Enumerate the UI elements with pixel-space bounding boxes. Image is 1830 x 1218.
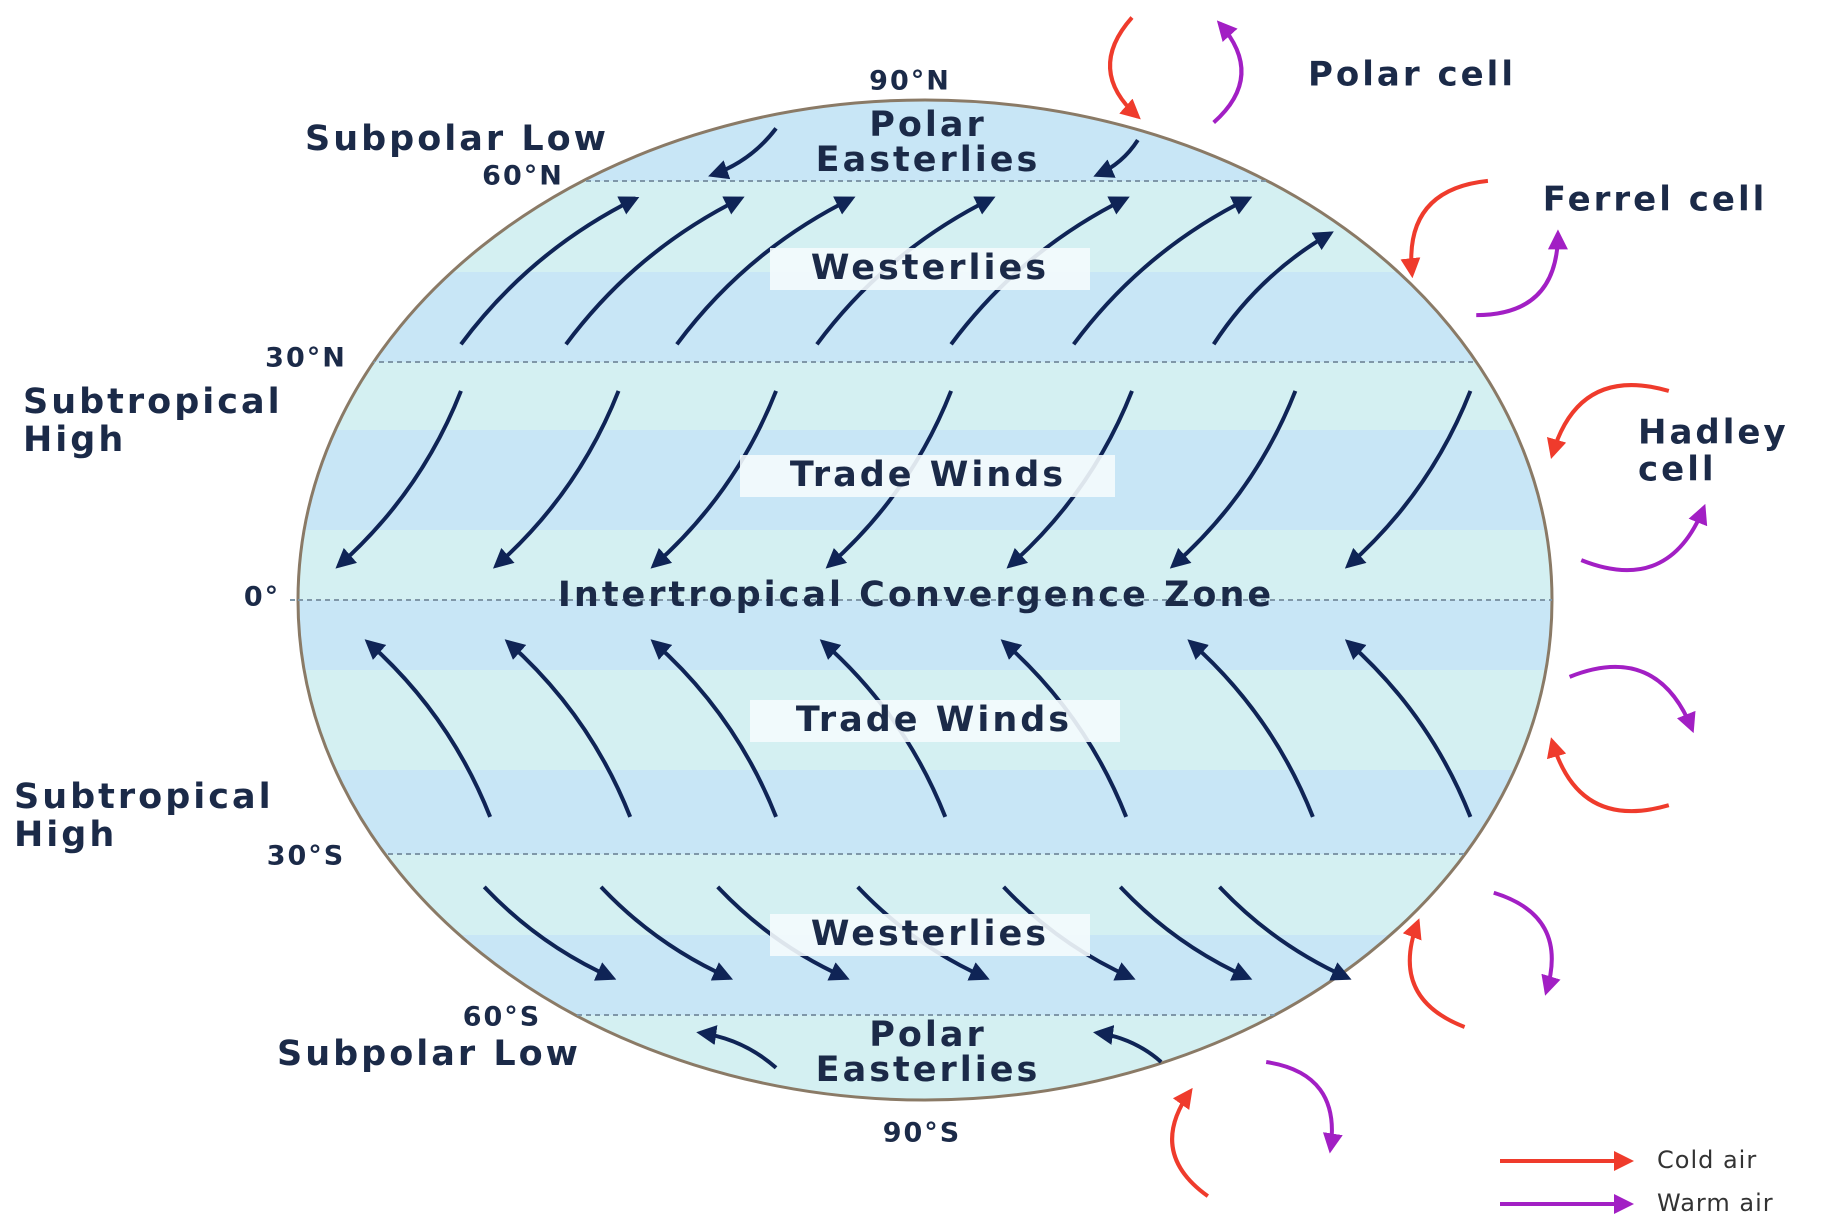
arrow xyxy=(1581,508,1704,571)
latitude-label: 90°S xyxy=(883,1118,962,1149)
cell-label: Ferrel cell xyxy=(1543,180,1768,220)
pressure-label: Subpolar Low xyxy=(277,1034,581,1074)
arrow xyxy=(1570,667,1693,730)
band xyxy=(290,770,1560,854)
arrow xyxy=(1494,893,1552,992)
latitude-label: 90°N xyxy=(869,66,951,97)
cell-label: Polar cell xyxy=(1308,55,1516,95)
latitude-label: 0° xyxy=(244,582,280,613)
pressure-label: High xyxy=(23,420,126,460)
arrow xyxy=(1172,1091,1208,1196)
wind-label: Westerlies xyxy=(811,914,1049,954)
latitude-label: 60°S xyxy=(463,1002,542,1033)
wind-label: Polar xyxy=(869,1015,987,1055)
diagram: 90°N 60°N 30°N 0° 30°S 60°S 90°S Subpola… xyxy=(0,0,1830,1218)
arrow xyxy=(1266,1062,1332,1150)
arrow xyxy=(1410,922,1465,1027)
arrow xyxy=(1110,18,1138,117)
arrow xyxy=(1552,741,1669,811)
wind-label: Westerlies xyxy=(811,248,1049,288)
wind-label: Polar xyxy=(869,105,987,145)
arrow xyxy=(1476,233,1558,315)
latitude-label: 60°N xyxy=(482,161,564,192)
legend-label: Cold air xyxy=(1657,1146,1757,1174)
wind-label: Trade Winds xyxy=(790,455,1066,495)
page: 90°N 60°N 30°N 0° 30°S 60°S 90°S Subpola… xyxy=(0,0,1830,1218)
wind-label: Intertropical Convergence Zone xyxy=(558,575,1274,615)
arrow xyxy=(1411,181,1488,274)
pressure-label: High xyxy=(14,815,117,855)
legend-label: Warm air xyxy=(1657,1189,1774,1217)
arrow xyxy=(1214,23,1242,122)
band xyxy=(290,362,1560,430)
pressure-label: Subtropical xyxy=(14,777,274,817)
wind-label: Easterlies xyxy=(816,140,1041,180)
latitude-label: 30°S xyxy=(267,841,346,872)
pressure-label: Subtropical xyxy=(23,382,283,422)
cell-label: cell xyxy=(1638,450,1717,490)
pressure-label: Subpolar Low xyxy=(305,119,609,159)
wind-label: Easterlies xyxy=(816,1050,1041,1090)
wind-label: Trade Winds xyxy=(796,700,1072,740)
cell-label: Hadley xyxy=(1638,413,1789,453)
latitude-label: 30°N xyxy=(265,343,347,374)
